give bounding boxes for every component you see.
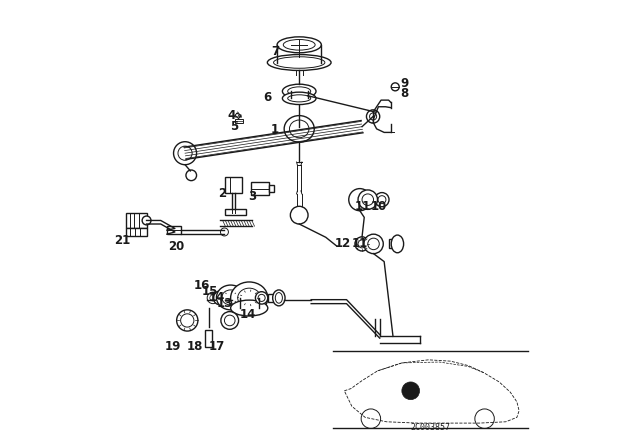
Bar <box>251 181 269 195</box>
Circle shape <box>207 292 219 304</box>
Circle shape <box>378 196 386 204</box>
Circle shape <box>368 238 380 250</box>
Bar <box>268 294 279 302</box>
Ellipse shape <box>282 84 316 99</box>
Circle shape <box>180 314 194 327</box>
Circle shape <box>355 237 369 251</box>
Circle shape <box>369 113 376 120</box>
Text: 21: 21 <box>115 234 131 247</box>
Circle shape <box>364 234 383 254</box>
Circle shape <box>258 294 265 302</box>
Text: 19: 19 <box>165 340 181 353</box>
Text: 15: 15 <box>202 285 218 298</box>
Circle shape <box>358 240 366 248</box>
Circle shape <box>367 110 380 123</box>
Bar <box>235 119 243 123</box>
Ellipse shape <box>216 285 244 310</box>
Bar <box>388 240 397 248</box>
Ellipse shape <box>288 95 310 102</box>
Circle shape <box>402 382 420 400</box>
Ellipse shape <box>284 116 314 142</box>
Text: 14: 14 <box>239 308 255 321</box>
Text: 16: 16 <box>194 279 211 292</box>
Circle shape <box>349 189 371 211</box>
Circle shape <box>213 291 228 305</box>
Text: 9: 9 <box>400 77 408 90</box>
Ellipse shape <box>230 300 268 316</box>
Bar <box>225 177 242 193</box>
Bar <box>225 208 246 215</box>
Circle shape <box>362 194 374 206</box>
Circle shape <box>361 409 381 428</box>
Text: 13: 13 <box>217 297 233 310</box>
Ellipse shape <box>230 282 268 314</box>
Ellipse shape <box>391 235 404 253</box>
Text: 7: 7 <box>272 45 280 58</box>
Bar <box>167 226 181 234</box>
Ellipse shape <box>268 55 331 70</box>
Text: 8: 8 <box>400 87 408 100</box>
Text: 18: 18 <box>187 340 204 353</box>
Circle shape <box>173 142 196 165</box>
Text: 1: 1 <box>270 123 278 136</box>
Circle shape <box>216 294 225 302</box>
Circle shape <box>225 315 235 326</box>
Text: 3: 3 <box>248 190 256 203</box>
Circle shape <box>142 216 151 225</box>
Ellipse shape <box>273 57 325 68</box>
Ellipse shape <box>277 37 321 53</box>
Circle shape <box>178 146 192 160</box>
Text: 14: 14 <box>209 290 225 303</box>
Ellipse shape <box>275 293 282 303</box>
Circle shape <box>177 310 198 331</box>
Bar <box>126 213 147 228</box>
Text: 2C003857: 2C003857 <box>411 423 451 432</box>
Text: 10: 10 <box>371 200 387 213</box>
Circle shape <box>291 206 308 224</box>
Text: 2: 2 <box>218 187 226 200</box>
Circle shape <box>475 409 494 428</box>
Text: 4: 4 <box>227 109 236 122</box>
Bar <box>269 185 274 192</box>
Text: 11: 11 <box>355 200 371 213</box>
Ellipse shape <box>288 87 310 96</box>
Ellipse shape <box>222 290 239 305</box>
Text: 17: 17 <box>209 340 225 353</box>
Circle shape <box>358 190 378 209</box>
Circle shape <box>186 170 196 181</box>
Text: 6: 6 <box>264 91 272 104</box>
Ellipse shape <box>282 92 316 104</box>
Ellipse shape <box>273 290 285 306</box>
Ellipse shape <box>284 39 315 50</box>
Circle shape <box>375 193 389 207</box>
Circle shape <box>391 83 399 91</box>
Circle shape <box>210 295 216 301</box>
Text: 11: 11 <box>352 237 368 250</box>
Bar <box>205 330 212 347</box>
Text: 5: 5 <box>230 120 238 133</box>
Circle shape <box>255 292 268 304</box>
Text: 20: 20 <box>168 240 185 253</box>
Circle shape <box>221 312 239 329</box>
Text: 12: 12 <box>335 237 351 250</box>
Ellipse shape <box>289 120 309 138</box>
Circle shape <box>220 228 228 236</box>
Ellipse shape <box>237 288 260 308</box>
Bar <box>126 228 147 237</box>
